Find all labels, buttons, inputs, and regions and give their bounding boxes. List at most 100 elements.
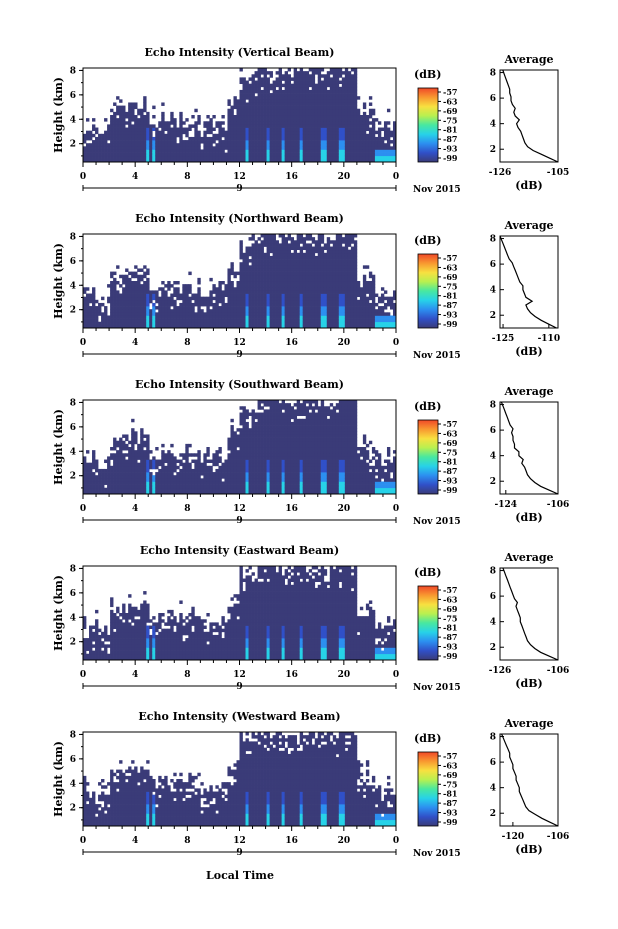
heatmap-xtick-label: 20 [338, 504, 351, 514]
profile-title: Average [503, 385, 553, 398]
heatmap-ylabel: Height (km) [52, 575, 65, 651]
heatmap-xtick-label: 12 [233, 504, 246, 514]
heatmap-xtick-label: 4 [132, 172, 138, 182]
profile-xlabel: (dB) [515, 511, 542, 524]
colorbar-tick-label: -75 [443, 115, 457, 125]
profile-ytick-label: 4 [490, 784, 496, 794]
colorbar-tick-label: -63 [443, 96, 458, 106]
heatmap-ytick-label: 2 [70, 804, 76, 814]
panel-0: Echo Intensity (Vertical Beam) 2 4 6 8 Height… [52, 46, 569, 195]
profile-ytick-label: 4 [490, 120, 496, 130]
heatmap-xtick-label: 16 [285, 172, 298, 182]
colorbar-tick-label: -93 [443, 808, 458, 818]
profile-ytick-label: 8 [490, 733, 496, 743]
colorbar-tick-label: -75 [443, 613, 457, 623]
heatmap-ytick-label: 2 [70, 638, 76, 648]
heatmap-cells [83, 68, 397, 163]
colorbar-unit: (dB) [414, 732, 441, 745]
profile-ytick-label: 6 [490, 94, 496, 104]
profile-xtick-label: -125 [492, 334, 515, 344]
date-label: Nov 2015 [413, 185, 461, 195]
heatmap-xtick-label: 20 [338, 836, 351, 846]
profile-frame [499, 69, 559, 163]
colorbar-tick-label: -57 [443, 585, 457, 595]
heatmap-title: Echo Intensity (Westward Beam) [138, 710, 340, 723]
day-label: 9 [236, 350, 242, 360]
profile-xtick-label: -110 [538, 334, 561, 344]
heatmap-ylabel: Height (km) [52, 409, 65, 485]
colorbar [417, 419, 439, 495]
day-label: 9 [236, 682, 242, 692]
heatmap-xtick-label: 0 [393, 670, 399, 680]
colorbar-tick-label: -81 [443, 291, 457, 301]
heatmap-ylabel: Height (km) [52, 243, 65, 319]
colorbar-tick-label: -69 [443, 770, 458, 780]
bottom-xlabel: Local Time [206, 869, 274, 882]
heatmap-title: Echo Intensity (Southward Beam) [135, 378, 344, 391]
colorbar-tick-label: -75 [443, 779, 457, 789]
profile-ytick-label: 8 [490, 235, 496, 245]
colorbar-tick-label: -63 [443, 428, 458, 438]
heatmap-xtick-label: 0 [80, 172, 86, 182]
heatmap-xtick-label: 12 [233, 172, 246, 182]
heatmap-ytick-label: 8 [70, 564, 76, 574]
colorbar [417, 253, 439, 329]
profile-xtick-label: -126 [489, 168, 512, 178]
panel-2: Echo Intensity (Southward Beam) 2 4 6 8 Heigh… [52, 378, 569, 527]
heatmap-ytick-label: 8 [70, 398, 76, 408]
date-label: Nov 2015 [413, 683, 461, 693]
colorbar [417, 585, 439, 661]
profile-frame [499, 235, 559, 329]
profile-xtick-label: -126 [489, 666, 512, 676]
profile-ytick-label: 8 [490, 567, 496, 577]
colorbar-tick-label: -69 [443, 106, 458, 116]
heatmap-xtick-label: 0 [80, 338, 86, 348]
profile-xtick-label: -105 [547, 168, 570, 178]
heatmap-ytick-label: 4 [70, 779, 76, 789]
colorbar-tick-label: -81 [443, 457, 457, 467]
profile-xlabel: (dB) [515, 843, 542, 856]
profile-frame [499, 733, 559, 827]
colorbar-tick-label: -99 [443, 651, 458, 661]
colorbar-tick-label: -75 [443, 281, 457, 291]
profile-title: Average [503, 551, 553, 564]
profile-ytick-label: 2 [490, 643, 496, 653]
colorbar-tick-label: -69 [443, 438, 458, 448]
colorbar-tick-label: -87 [443, 466, 457, 476]
heatmap-xtick-label: 20 [338, 338, 351, 348]
heatmap-xtick-label: 0 [393, 836, 399, 846]
heatmap-xtick-label: 16 [285, 670, 298, 680]
profile-xlabel: (dB) [515, 345, 542, 358]
profile-xtick-label: -106 [547, 832, 570, 842]
profile-ytick-label: 2 [490, 145, 496, 155]
profile-ytick-label: 6 [490, 758, 496, 768]
profile-xlabel: (dB) [515, 677, 542, 690]
heatmap-xtick-label: 16 [285, 504, 298, 514]
profile-xtick-label: -106 [547, 666, 570, 676]
colorbar-tick-label: -99 [443, 817, 458, 827]
heatmap-cells [83, 732, 397, 827]
profile-ytick-label: 4 [490, 618, 496, 628]
heatmap-xtick-label: 0 [393, 172, 399, 182]
heatmap-cells [83, 566, 397, 661]
heatmap-xtick-label: 12 [233, 836, 246, 846]
heatmap-ylabel: Height (km) [52, 741, 65, 817]
profile-ytick-label: 6 [490, 592, 496, 602]
panel-3: Echo Intensity (Eastward Beam) 2 4 6 8 Height… [52, 544, 569, 693]
date-label: Nov 2015 [413, 849, 461, 859]
panel-4: Echo Intensity (Westward Beam) 2 4 6 8 Height… [52, 710, 569, 859]
day-label: 9 [236, 516, 242, 526]
heatmap-ytick-label: 2 [70, 472, 76, 482]
colorbar-tick-label: -81 [443, 623, 457, 633]
colorbar-unit: (dB) [414, 68, 441, 81]
heatmap-ytick-label: 6 [70, 589, 76, 599]
colorbar-unit: (dB) [414, 234, 441, 247]
heatmap-xtick-label: 8 [184, 836, 190, 846]
profile-line [500, 401, 559, 495]
colorbar-tick-label: -81 [443, 125, 457, 135]
heatmap-ytick-label: 8 [70, 730, 76, 740]
colorbar-tick-label: -87 [443, 632, 457, 642]
colorbar-tick-label: -69 [443, 604, 458, 614]
colorbar-tick-label: -99 [443, 153, 458, 163]
